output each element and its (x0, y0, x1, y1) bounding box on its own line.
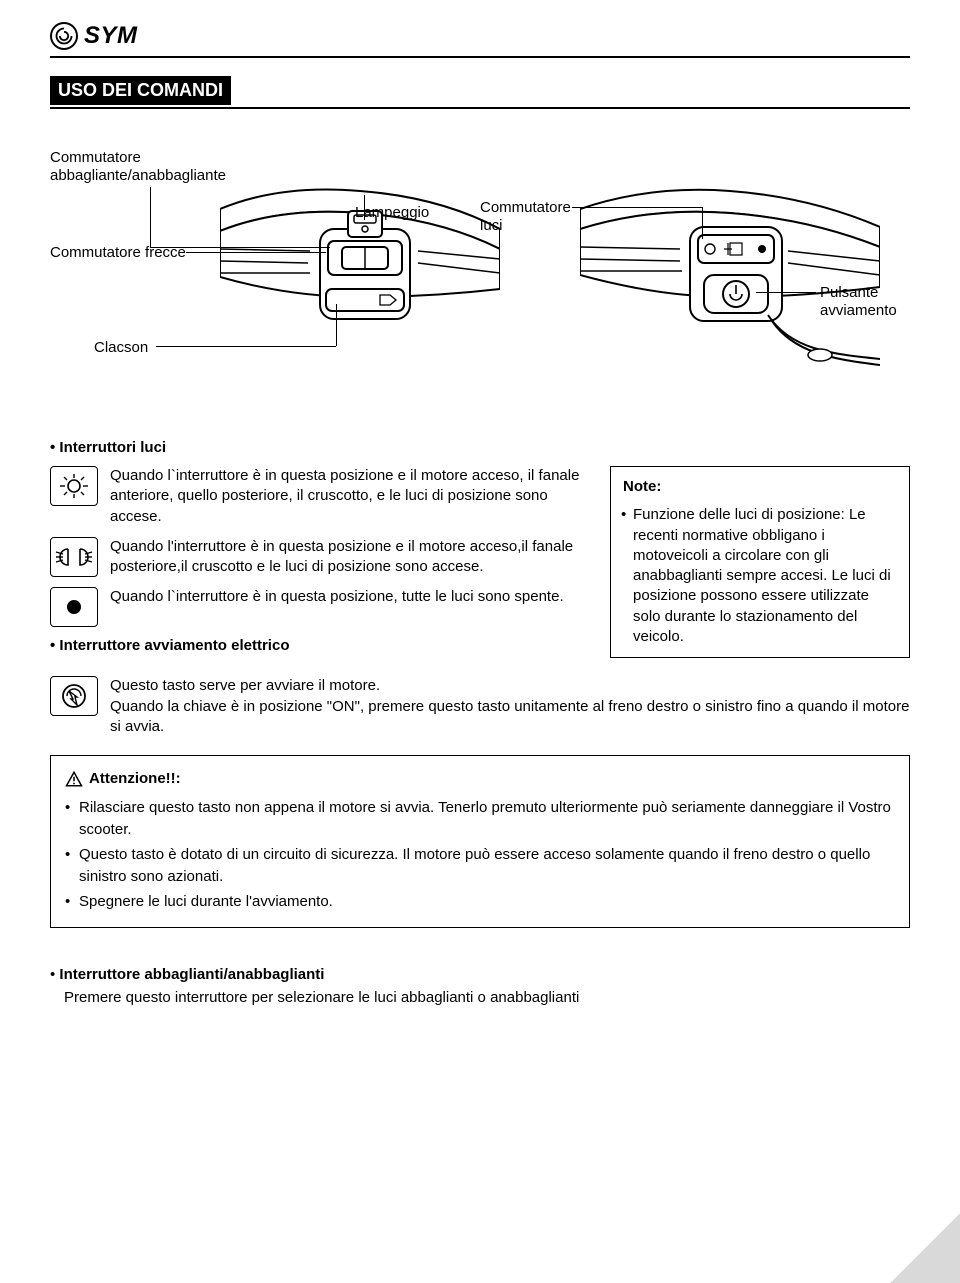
dimmer-body: Premere questo interruttore per selezion… (50, 987, 910, 1010)
starter-line2: Quando la chiave è in posizione "ON", pr… (110, 698, 909, 735)
header-rule (50, 56, 910, 58)
label-start: Pulsante avviamento (820, 284, 920, 320)
lights-description-column: Quando l`interruttore è in questa posizi… (50, 466, 592, 664)
note-item-body: Le recenti normative obbligano i motovei… (633, 506, 891, 645)
note-item-title: Funzione delle luci di posizione: (633, 506, 845, 523)
dimmer-title: Interruttore abbaglianti/anabbaglianti (59, 966, 324, 983)
warning-box: Attenzione!!: Rilasciare questo tasto no… (50, 755, 910, 928)
logo-mark (50, 22, 78, 50)
lights-full-text: Quando l`interruttore è in questa posizi… (110, 466, 592, 527)
logo-swirl-icon (54, 26, 74, 46)
section-rule (50, 107, 910, 109)
subhead-starter-text: Interruttore avviamento elettrico (59, 637, 289, 654)
lights-off-text: Quando l`interruttore è in questa posizi… (110, 587, 564, 607)
note-box: Note: • Funzione delle luci di posizione… (610, 466, 910, 658)
starter-line1: Questo tasto serve per avviare il motore… (110, 677, 380, 694)
parking-light-icon (50, 537, 98, 577)
section-title: USO DEI COMANDI (50, 76, 231, 105)
dimmer-section: • Interruttore abbaglianti/anabbaglianti… (50, 964, 910, 1009)
warning-item: Questo tasto è dotato di un circuito di … (65, 844, 895, 889)
label-lights: Commutatore luci (480, 199, 580, 235)
warning-item: Rilasciare questo tasto non appena il mo… (65, 797, 895, 842)
warning-item: Spegnere le luci durante l'avviamento. (65, 891, 895, 914)
label-pass: Lampeggio (355, 204, 429, 222)
brand-text: SYM (84, 22, 138, 50)
page-corner-fold (890, 1213, 960, 1283)
label-horn: Clacson (94, 339, 148, 357)
label-dimmer: Commutatore abbagliante/anabbagliante (50, 149, 250, 185)
lights-parking-text: Quando l'interruttore è in questa posizi… (110, 537, 592, 578)
warning-title: Attenzione!!: (89, 768, 181, 791)
handlebar-diagram: Commutatore abbagliante/anabbagliante Co… (50, 149, 910, 419)
subhead-lights: Interruttori luci (50, 439, 910, 456)
warning-list: Rilasciare questo tasto non appena il mo… (65, 797, 895, 914)
note-title: Note: (623, 477, 897, 497)
subhead-starter: • Interruttore avviamento elettrico (50, 637, 592, 654)
starter-icon (50, 676, 98, 716)
lights-off-icon (50, 587, 98, 627)
headlight-on-icon (50, 466, 98, 506)
warning-triangle-icon (65, 770, 83, 788)
brand-logo: SYM (50, 22, 910, 50)
starter-text: Questo tasto serve per avviare il motore… (110, 676, 910, 737)
